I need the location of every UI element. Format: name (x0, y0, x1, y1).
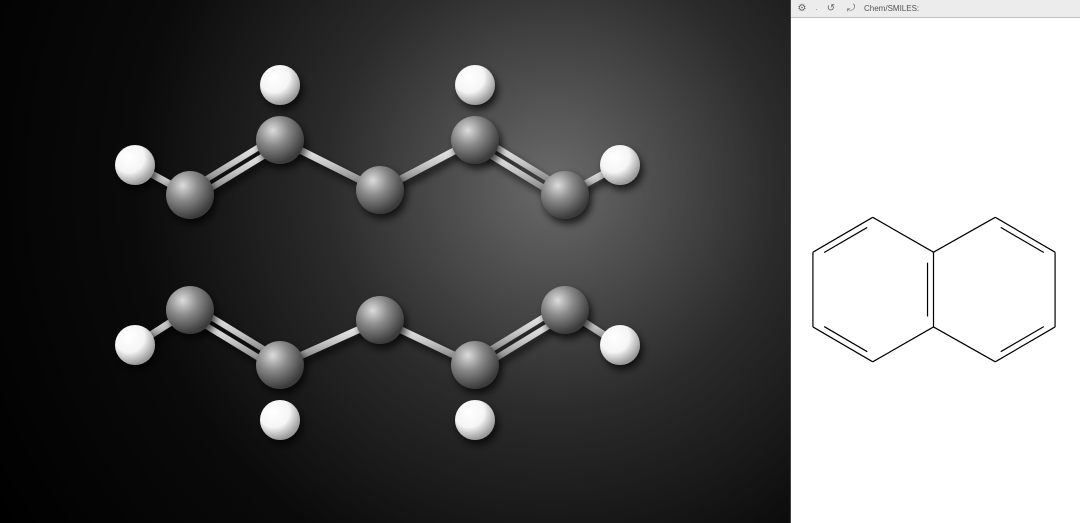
tool-icon-2[interactable]: ↺ (824, 2, 838, 16)
tool-icon-3[interactable]: ⤾ (844, 2, 858, 16)
smiles-label: Chem/SMILES: (864, 4, 919, 13)
3d-viewer-panel[interactable] (0, 0, 790, 523)
3d-molecule-svg (0, 0, 790, 523)
2d-canvas[interactable] (791, 18, 1080, 523)
editor-toolbar: ⚙ · ↺ ⤾ Chem/SMILES: (791, 0, 1080, 18)
2d-molecule-svg (791, 18, 1080, 521)
2d-editor-panel: ⚙ · ↺ ⤾ Chem/SMILES: (790, 0, 1080, 523)
toolbar-separator: · (815, 4, 818, 14)
tool-icon-1[interactable]: ⚙ (795, 2, 809, 16)
